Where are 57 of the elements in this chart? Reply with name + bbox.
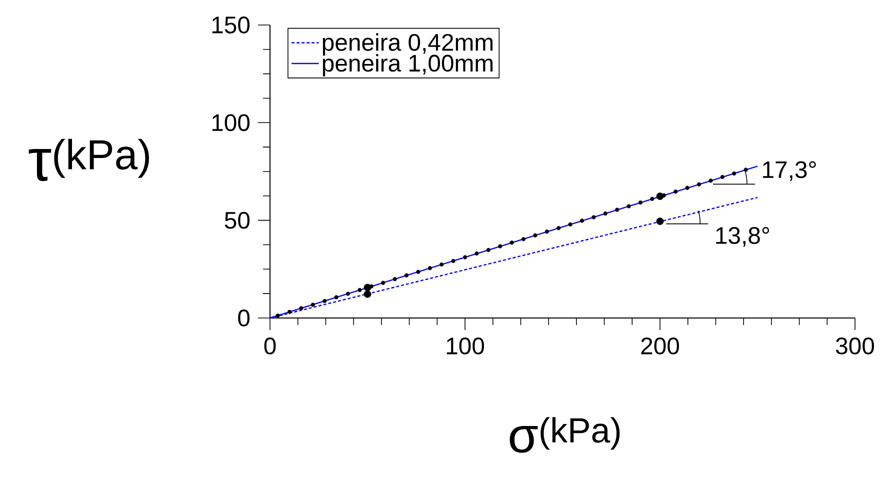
point xyxy=(364,290,372,298)
point xyxy=(638,200,643,205)
point xyxy=(656,218,664,225)
point xyxy=(533,233,538,238)
point xyxy=(603,211,608,216)
point xyxy=(334,295,338,300)
point xyxy=(674,190,678,194)
annotation: 17,3° xyxy=(763,161,816,181)
point xyxy=(732,171,736,176)
point xyxy=(696,182,702,186)
point xyxy=(744,168,748,172)
point xyxy=(404,273,409,278)
point xyxy=(615,208,620,212)
point xyxy=(364,284,372,292)
point xyxy=(358,288,362,292)
y-tick-label: 50 xyxy=(224,212,250,229)
y-tick-label: 150 xyxy=(212,16,250,34)
point xyxy=(381,280,386,285)
y-axis-title: τ$^{(kPa)}$ xyxy=(28,138,149,182)
point xyxy=(440,262,444,267)
y-tick-label: 0 xyxy=(238,310,250,326)
point xyxy=(685,186,690,190)
point xyxy=(592,215,596,220)
point xyxy=(650,196,654,201)
x-axis-title: σ$^{(kPa)}$ xyxy=(510,417,620,453)
point xyxy=(346,292,350,296)
point xyxy=(310,302,315,307)
legend-label: peneira 0,42mm xyxy=(322,33,493,56)
point xyxy=(486,248,490,252)
point xyxy=(416,270,420,274)
point xyxy=(708,178,713,183)
x-tick-label: 0 xyxy=(264,338,276,354)
y-tick-label: 100 xyxy=(212,114,250,132)
point xyxy=(428,266,432,270)
point xyxy=(580,218,584,223)
point xyxy=(498,244,502,248)
legend-label: peneira 1,00mm xyxy=(322,54,493,76)
point xyxy=(521,237,526,242)
x-tick-label: 300 xyxy=(836,338,874,354)
point xyxy=(451,258,456,263)
point xyxy=(556,226,561,230)
point xyxy=(656,192,664,200)
point xyxy=(510,240,514,245)
point xyxy=(287,310,292,314)
point xyxy=(392,277,397,282)
point xyxy=(568,222,572,226)
x-tick-label: 200 xyxy=(641,338,680,354)
point xyxy=(720,174,724,180)
point xyxy=(276,314,280,318)
point xyxy=(299,306,304,310)
annotation: 13,8° xyxy=(716,227,770,247)
point xyxy=(322,298,327,304)
point xyxy=(544,230,549,234)
point xyxy=(626,204,631,208)
x-tick-label: 100 xyxy=(446,338,484,354)
point xyxy=(474,251,479,256)
point xyxy=(462,255,468,260)
